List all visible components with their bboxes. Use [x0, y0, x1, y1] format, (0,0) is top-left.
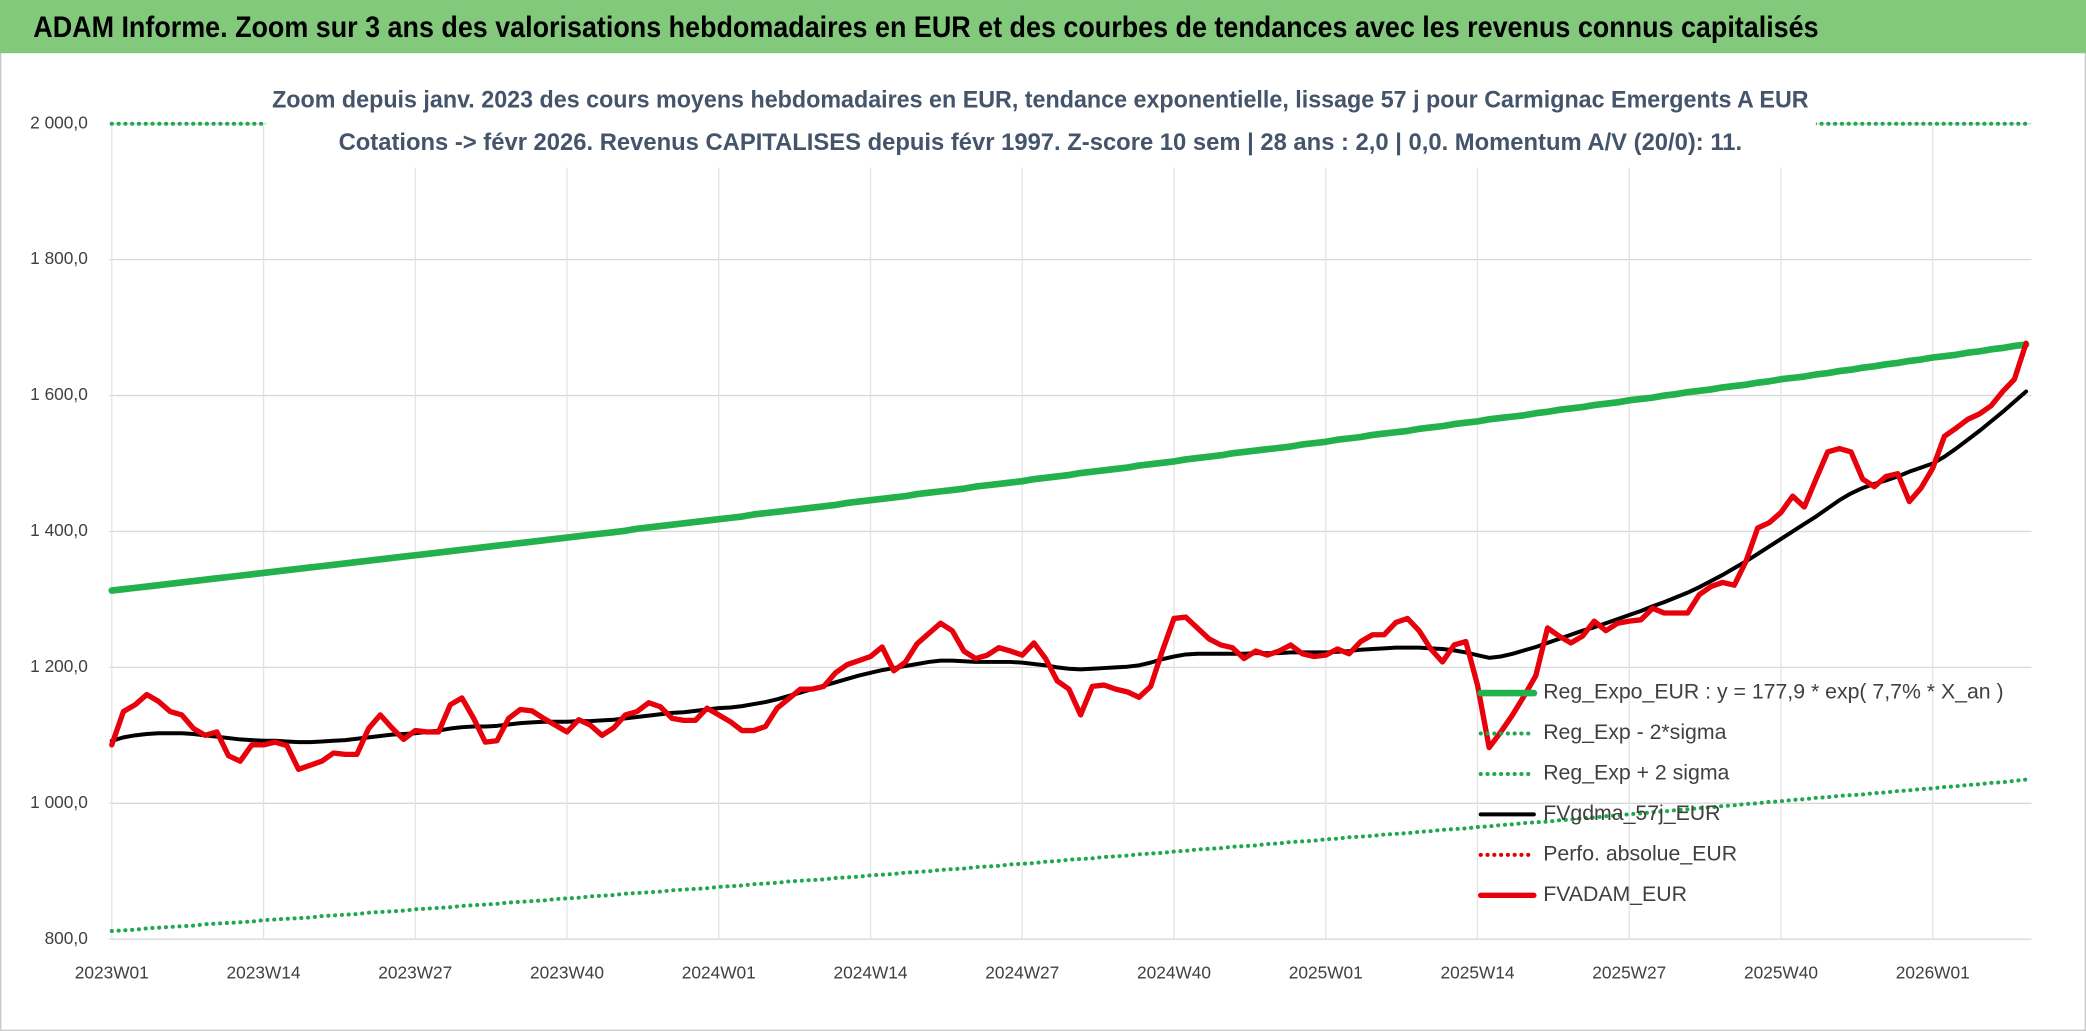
- legend-label: FVADAM_EUR: [1543, 882, 1687, 906]
- y-tick-label: 800,0: [45, 928, 88, 948]
- legend: Reg_Expo_EUR : y = 177,9 * exp( 7,7% * X…: [1477, 680, 2004, 906]
- y-tick-label: 1 600,0: [30, 384, 88, 404]
- y-tick-label: 1 000,0: [30, 792, 88, 812]
- x-tick-label: 2024W14: [834, 962, 908, 982]
- legend-label: Perfo. absolue_EUR: [1543, 841, 1737, 865]
- series-line: [109, 777, 2029, 934]
- x-tick-label: 2024W27: [985, 962, 1059, 982]
- x-tick-label: 2026W01: [1896, 962, 1970, 982]
- chart-title: ADAM Informe. Zoom sur 3 ans des valoris…: [33, 12, 1818, 44]
- y-tick-label: 1 800,0: [30, 248, 88, 268]
- x-tick-label: 2025W14: [1440, 962, 1514, 982]
- legend-label: FVgdma_57j_EUR: [1543, 801, 1720, 825]
- x-tick-label: 2023W40: [530, 962, 604, 982]
- x-tick-label: 2023W14: [227, 962, 301, 982]
- subtitle: Zoom depuis janv. 2023 des cours moyens …: [272, 86, 1809, 113]
- legend-label: Reg_Exp - 2*sigma: [1543, 720, 1726, 744]
- title-banner: [0, 0, 2086, 54]
- x-tick-label: 2025W27: [1592, 962, 1666, 982]
- legend-label: Reg_Exp + 2 sigma: [1543, 761, 1729, 785]
- subtitle: Cotations -> févr 2026. Revenus CAPITALI…: [339, 129, 1742, 156]
- x-tick-label: 2024W40: [1137, 962, 1211, 982]
- grid: 800,0 1 000,0 1 200,0 1 400,0 1 600,0 1 800,0…: [30, 112, 2032, 982]
- legend-label: Reg_Expo_EUR : y = 177,9 * exp( 7,7% * X…: [1543, 680, 2003, 704]
- series-line: [109, 340, 2029, 772]
- x-tick-label: 2025W01: [1289, 962, 1363, 982]
- x-tick-label: 2025W40: [1744, 962, 1818, 982]
- y-tick-label: 2 000,0: [30, 112, 88, 132]
- series-line: [108, 341, 2030, 594]
- subtitle-box: [266, 77, 1816, 168]
- x-tick-label: 2024W01: [682, 962, 756, 982]
- x-tick-label: 2023W27: [378, 962, 452, 982]
- y-tick-label: 1 400,0: [30, 520, 88, 540]
- x-tick-label: 2023W01: [75, 962, 149, 982]
- y-tick-label: 1 200,0: [30, 656, 88, 676]
